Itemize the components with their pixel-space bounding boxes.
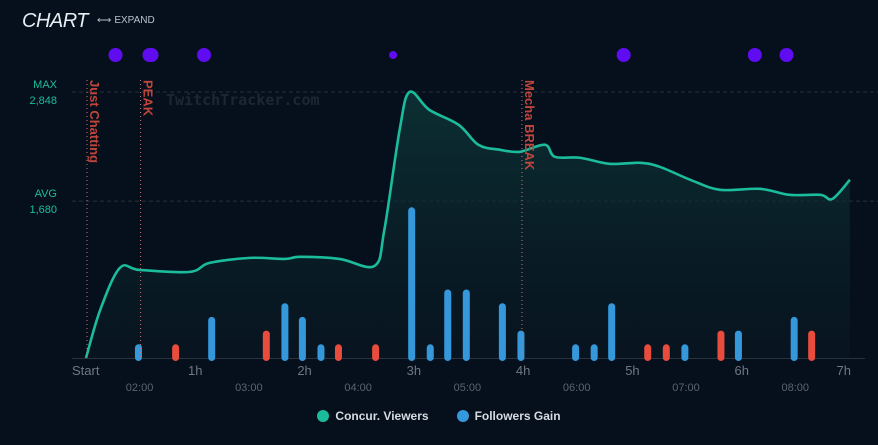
event-marker — [779, 48, 794, 62]
followers-bar — [644, 344, 652, 361]
x-tick-label: 3h — [407, 363, 421, 378]
followers-bar — [808, 330, 816, 361]
followers-bar — [208, 316, 216, 361]
viewers-line — [84, 90, 851, 359]
followers-bar — [498, 303, 506, 361]
time-tick-label: 07:00 — [672, 382, 700, 394]
followers-bar — [572, 344, 580, 361]
legend: Concur. Viewers Followers Gain — [0, 409, 878, 423]
followers-bar — [662, 344, 670, 361]
event-marker — [142, 48, 159, 62]
followers-bar — [462, 289, 470, 361]
followers-bar — [734, 330, 742, 361]
followers-bar — [790, 316, 798, 361]
followers-bar — [262, 330, 270, 361]
legend-item-viewers[interactable]: Concur. Viewers — [317, 409, 429, 423]
followers-bar — [608, 303, 616, 361]
event-marker — [616, 48, 631, 62]
followers-bar — [281, 303, 289, 361]
event-marker — [747, 48, 762, 62]
followers-bar — [590, 344, 598, 361]
reference-label: MAX — [33, 79, 58, 91]
x-tick-label: 6h — [734, 363, 748, 378]
time-tick-label: 08:00 — [781, 382, 809, 394]
x-tick-label: Start — [72, 363, 100, 378]
legend-label: Followers Gain — [474, 409, 561, 423]
x-tick-label: 7h — [837, 363, 851, 378]
viewers-area — [86, 91, 850, 358]
legend-dot-followers — [456, 410, 469, 422]
annotation-label: PEAK — [141, 80, 156, 117]
x-tick-label: 1h — [188, 363, 202, 378]
followers-bar — [426, 344, 434, 361]
x-tick-label: 4h — [516, 363, 530, 378]
expand-label: EXPAND — [114, 15, 155, 26]
reference-value: 1,680 — [29, 204, 57, 216]
left-right-arrow-icon: ⟷ — [97, 15, 112, 26]
followers-bar — [372, 344, 380, 361]
expand-button[interactable]: ⟷ EXPAND — [97, 15, 155, 26]
legend-item-followers[interactable]: Followers Gain — [456, 409, 561, 423]
followers-bar — [298, 316, 306, 361]
watermark: TwitchTracker.com — [166, 91, 320, 109]
event-marker — [108, 48, 123, 62]
event-marker — [197, 48, 212, 62]
followers-bar — [681, 344, 689, 361]
x-tick-label: 5h — [625, 363, 639, 378]
followers-bar — [717, 330, 725, 361]
x-tick-label: 2h — [297, 363, 311, 378]
followers-bar — [317, 344, 325, 361]
time-tick-label: 03:00 — [235, 382, 263, 394]
followers-bar — [408, 207, 416, 361]
followers-bar — [172, 344, 180, 361]
followers-bar — [334, 344, 342, 361]
time-tick-label: 05:00 — [454, 382, 482, 394]
annotation-label: Mecha BREAK — [522, 80, 537, 171]
time-tick-label: 04:00 — [344, 382, 372, 394]
followers-bar — [444, 289, 452, 361]
legend-label: Concur. Viewers — [335, 409, 429, 423]
time-tick-label: 02:00 — [126, 382, 154, 394]
time-tick-label: 06:00 — [563, 382, 591, 394]
followers-bar — [517, 330, 525, 361]
chart-title: CHART — [22, 10, 89, 32]
event-marker — [389, 51, 398, 59]
annotation-label: Just Chatting — [87, 80, 102, 163]
reference-label: AVG — [35, 188, 57, 200]
reference-value: 2,848 — [29, 95, 57, 107]
legend-dot-viewers — [317, 410, 330, 422]
